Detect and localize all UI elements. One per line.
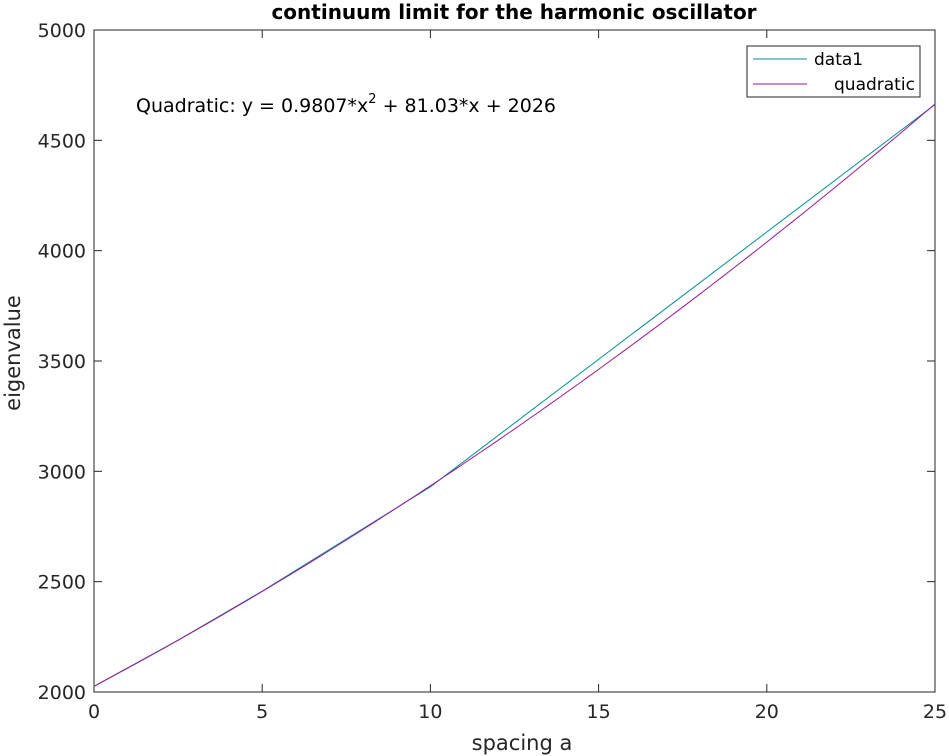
series-line-quadratic bbox=[93, 103, 936, 687]
y-tick-label: 3500 bbox=[38, 351, 86, 373]
y-axis-label: eigenvalue bbox=[1, 295, 25, 411]
legend: data1 quadratic bbox=[746, 45, 921, 98]
x-axis: 0 5 10 15 20 25 bbox=[88, 30, 947, 723]
y-tick-label: 2000 bbox=[38, 682, 86, 704]
x-tick-label: 15 bbox=[587, 701, 611, 723]
x-tick-label: 10 bbox=[418, 701, 442, 723]
y-tick-label: 4500 bbox=[38, 130, 86, 152]
series-layer bbox=[93, 103, 936, 687]
x-axis-label: spacing a bbox=[472, 731, 573, 755]
chart-title: continuum limit for the harmonic oscilla… bbox=[271, 0, 756, 24]
y-tick-label: 3000 bbox=[38, 461, 86, 483]
y-tick-label: 2500 bbox=[38, 572, 86, 594]
fit-equation-suffix: + 81.03*x + 2026 bbox=[377, 95, 557, 117]
fit-equation-prefix: Quadratic: y = 0.9807*x bbox=[136, 95, 368, 117]
fit-equation-annotation: Quadratic: y = 0.9807*x2 + 81.03*x + 202… bbox=[136, 92, 556, 117]
legend-label-data1: data1 bbox=[814, 50, 863, 70]
y-axis: 2000 2500 3000 3500 4000 4500 5000 bbox=[38, 20, 935, 704]
y-tick-label: 5000 bbox=[38, 20, 86, 42]
x-tick-label: 25 bbox=[923, 701, 947, 723]
plot-area bbox=[93, 29, 936, 693]
legend-label-quadratic: quadratic bbox=[834, 75, 915, 95]
legend-box bbox=[746, 45, 921, 98]
fit-equation-exponent: 2 bbox=[368, 92, 376, 107]
x-tick-label: 5 bbox=[256, 701, 268, 723]
y-tick-label: 4000 bbox=[38, 241, 86, 263]
x-tick-label: 20 bbox=[755, 701, 779, 723]
x-tick-label: 0 bbox=[88, 701, 100, 723]
